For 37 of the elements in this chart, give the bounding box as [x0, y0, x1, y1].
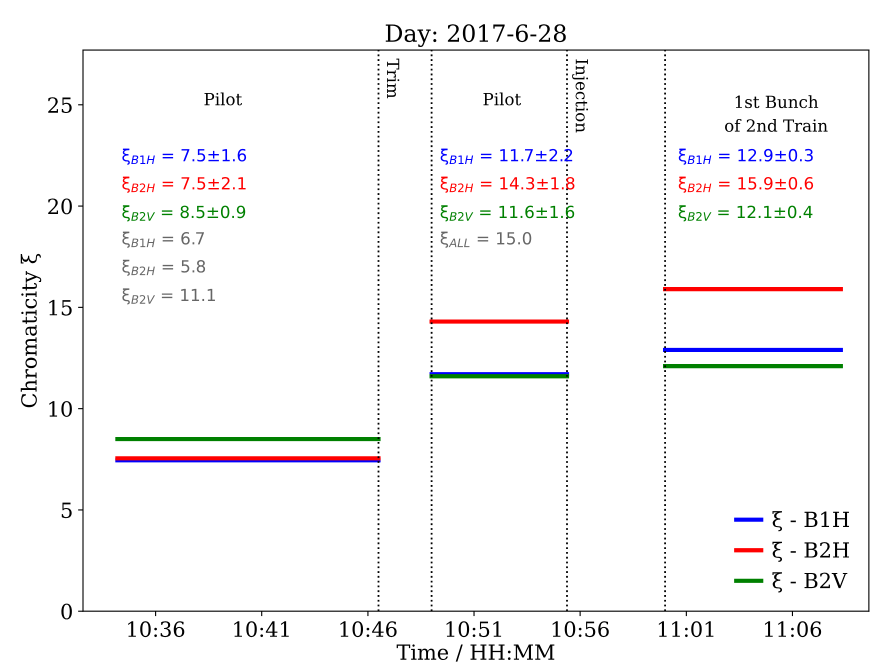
x-tick-label: 10:41 [234, 621, 289, 638]
legend-label: ξ - B1H [772, 511, 849, 532]
x-axis-title: Time / HH:MM [396, 644, 554, 662]
y-tick-label: 10 [49, 401, 72, 417]
annotation: ξ̄$_{B2H}$ = 15.9±0.6 [678, 176, 814, 193]
y-tick-label: 15 [49, 300, 72, 316]
y-tick-label: 5 [62, 502, 72, 518]
annotation: ξ̄$_{B2V}$ = 11.6±1.6 [440, 205, 574, 222]
annotation: ξ̄$_{B1H}$ = 12.9±0.3 [678, 148, 813, 165]
y-tick-label: 25 [48, 97, 72, 114]
annotation: ξ$_{B1H}$ = 6.7 [122, 232, 204, 248]
annotation: ξ̄$_{B2V}$ = 12.1±0.4 [678, 205, 812, 222]
x-tick-label: 11:01 [658, 621, 714, 638]
ref-line-label: Injection [572, 59, 588, 133]
annotation: Pilot [483, 92, 522, 106]
x-tick-label: 11:06 [764, 621, 822, 638]
annotation: Pilot [204, 92, 242, 106]
x-tick-label: 10:46 [340, 621, 397, 638]
y-tick-label: 20 [48, 198, 72, 214]
annotation: ξ$_{B2V}$ = 11.1 [122, 288, 215, 305]
y-axis-title: Chromaticity ξ [20, 254, 42, 408]
annotation: ξ$_{ALL}$ = 15.0 [440, 232, 532, 248]
annotation: ξ$_{B2H}$ = 5.8 [122, 260, 206, 276]
annotation: ξ̄$_{B1H}$ = 11.7±2.2 [440, 148, 572, 165]
annotation: ξ̄$_{B1H}$ = 7.5±1.6 [122, 148, 246, 165]
annotation: ξ̄$_{B2H}$ = 14.3±1.8 [440, 176, 574, 193]
annotation: ξ̄$_{B2V}$ = 8.5±0.9 [122, 205, 246, 222]
ref-line-label: Trim [387, 58, 400, 98]
x-tick-label: 10:56 [552, 621, 609, 638]
x-tick-label: 10:51 [446, 621, 502, 638]
annotation: 1st Bunch of 2nd Train [725, 95, 828, 132]
y-tick-label: 0 [61, 604, 72, 620]
chart-title: Day: 2017-6-28 [386, 24, 566, 48]
legend-label: ξ - B2V [772, 572, 848, 592]
annotation: ξ̄$_{B2H}$ = 7.5±2.1 [122, 176, 246, 193]
x-tick-label: 10:36 [128, 621, 184, 638]
legend-label: ξ - B2H [772, 542, 849, 562]
